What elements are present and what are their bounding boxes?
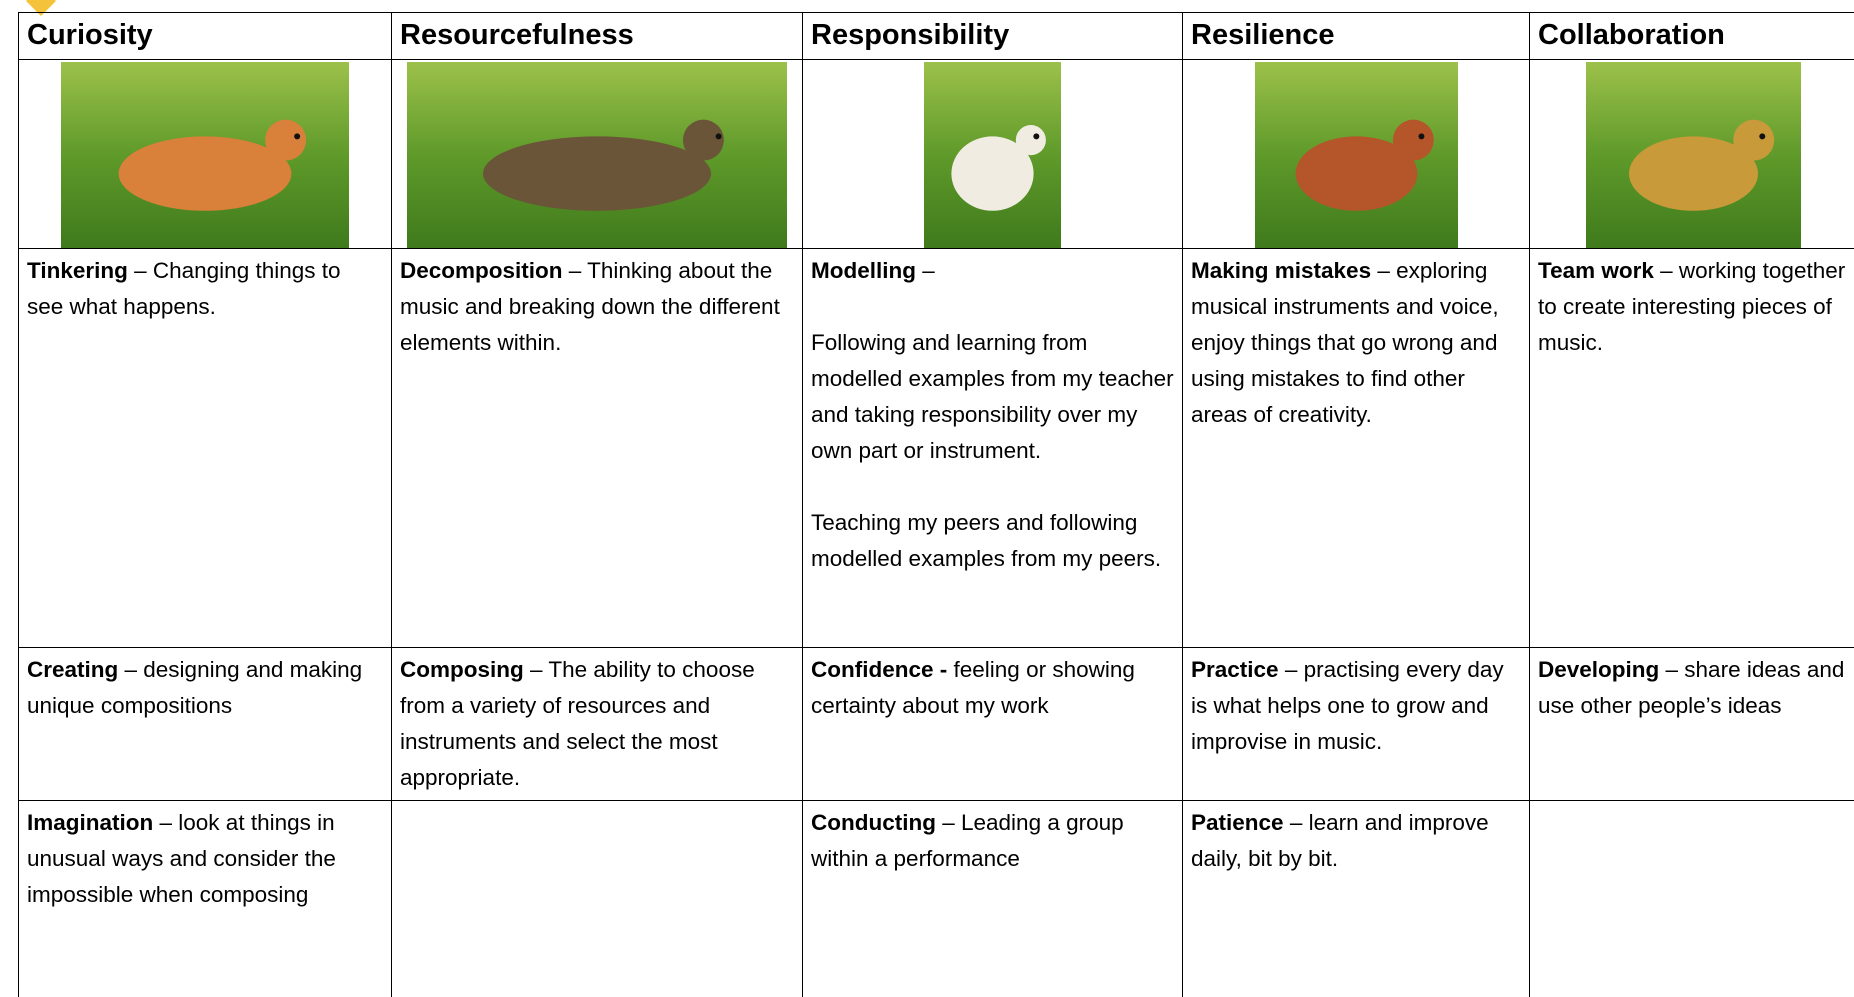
cell-term: Patience: [1191, 810, 1284, 835]
animal-picture: [407, 62, 787, 248]
table-row: Tinkering – Changing things to see what …: [19, 249, 1854, 648]
table-cell: Modelling – Following and learning from m…: [803, 249, 1183, 648]
table-cell: Developing – share ideas and use other p…: [1530, 648, 1854, 801]
cell-paragraph: Developing – share ideas and use other p…: [1538, 652, 1848, 724]
cell-term: Imagination: [27, 810, 153, 835]
cell-text: Teaching my peers and following modelled…: [811, 510, 1161, 571]
cell-term: Team work: [1538, 258, 1654, 283]
cell-term: Making mistakes: [1191, 258, 1371, 283]
cell-text: – exploring musical instruments and voic…: [1191, 258, 1499, 427]
cell-text: –: [916, 258, 935, 283]
cell-term: Tinkering: [27, 258, 128, 283]
cell-paragraph: Team work – working together to create i…: [1538, 253, 1848, 361]
animal-picture: [1586, 62, 1801, 248]
cell-paragraph: Creating – designing and making unique c…: [27, 652, 383, 724]
animal-picture: [924, 62, 1061, 248]
animal-picture: [61, 62, 349, 248]
table-cell: Composing – The ability to choose from a…: [392, 648, 803, 801]
cell-paragraph: Imagination – look at things in unusual …: [27, 805, 383, 913]
cell-term: Creating: [27, 657, 118, 682]
table-row: Creating – designing and making unique c…: [19, 648, 1854, 801]
column-header: Responsibility: [803, 13, 1183, 60]
image-cell: [1183, 60, 1530, 249]
cell-term: Practice: [1191, 657, 1279, 682]
cell-paragraph: Composing – The ability to choose from a…: [400, 652, 794, 796]
empty-cell: [1530, 801, 1854, 997]
cell-paragraph: Modelling –: [811, 253, 1174, 289]
column-header: Curiosity: [19, 13, 392, 60]
image-cell: [803, 60, 1183, 249]
cell-term: Modelling: [811, 258, 916, 283]
table-cell: Tinkering – Changing things to see what …: [19, 249, 392, 648]
image-cell: [392, 60, 803, 249]
cell-paragraph: Practice – practising every day is what …: [1191, 652, 1521, 760]
cell-text: Following and learning from modelled exa…: [811, 330, 1174, 463]
cell-paragraph: Teaching my peers and following modelled…: [811, 505, 1174, 577]
cell-term: Developing: [1538, 657, 1659, 682]
cell-paragraph: Patience – learn and improve daily, bit …: [1191, 805, 1521, 877]
table-cell: Imagination – look at things in unusual …: [19, 801, 392, 997]
cell-term: Conducting: [811, 810, 936, 835]
table-cell: Creating – designing and making unique c…: [19, 648, 392, 801]
animal-picture: [1255, 62, 1458, 248]
empty-cell: [392, 801, 803, 997]
table-cell: Making mistakes – exploring musical inst…: [1183, 249, 1530, 648]
column-header: Resilience: [1183, 13, 1530, 60]
table-cell: Patience – learn and improve daily, bit …: [1183, 801, 1530, 997]
cell-paragraph: Conducting – Leading a group within a pe…: [811, 805, 1174, 877]
image-cell: [19, 60, 392, 249]
image-cell: [1530, 60, 1854, 249]
column-header: Resourcefulness: [392, 13, 803, 60]
table-body: Tinkering – Changing things to see what …: [19, 60, 1854, 997]
cell-paragraph: Following and learning from modelled exa…: [811, 325, 1174, 469]
cell-paragraph: Tinkering – Changing things to see what …: [27, 253, 383, 325]
cell-term: Confidence -: [811, 657, 947, 682]
column-header: Collaboration: [1530, 13, 1854, 60]
table-cell: Team work – working together to create i…: [1530, 249, 1854, 648]
cell-term: Composing: [400, 657, 524, 682]
table-cell: Conducting – Leading a group within a pe…: [803, 801, 1183, 997]
cell-paragraph: Decomposition – Thinking about the music…: [400, 253, 794, 361]
cell-paragraph: Making mistakes – exploring musical inst…: [1191, 253, 1521, 433]
table-cell: Decomposition – Thinking about the music…: [392, 249, 803, 648]
image-row: [19, 60, 1854, 249]
cell-paragraph: Confidence - feeling or showing certaint…: [811, 652, 1174, 724]
table-cell: Practice – practising every day is what …: [1183, 648, 1530, 801]
cell-term: Decomposition: [400, 258, 563, 283]
table-cell: Confidence - feeling or showing certaint…: [803, 648, 1183, 801]
table-row: Imagination – look at things in unusual …: [19, 801, 1854, 997]
